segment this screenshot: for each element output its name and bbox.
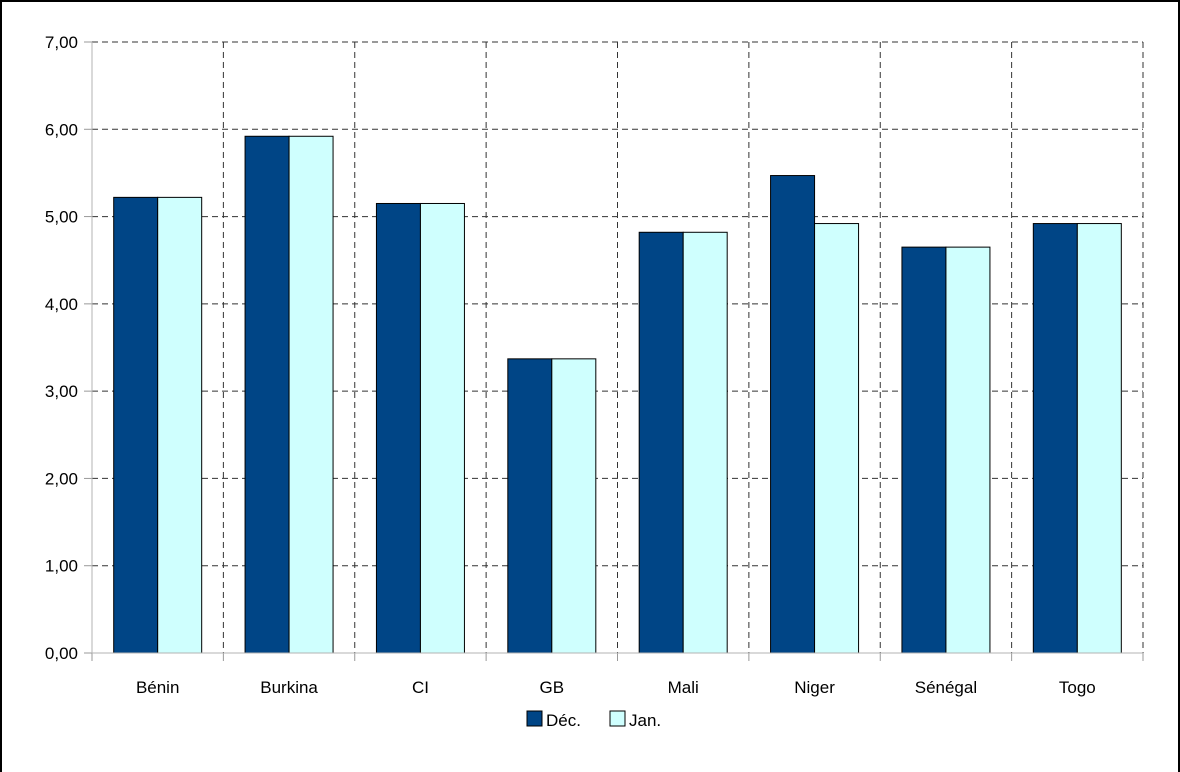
x-tick-label: GB (540, 678, 565, 697)
legend-label: Déc. (546, 711, 581, 730)
bar-jan (551, 358, 597, 654)
bar-dec (770, 175, 816, 654)
bar-dec (507, 358, 553, 654)
axis-layer: 0,00 1,00 2,00 3,00 4,00 5,00 6,00 7,00 Bénin Bur… (45, 33, 1144, 697)
legend-swatch (609, 710, 626, 727)
legend-swatch (526, 710, 543, 727)
bar-dec (113, 196, 159, 654)
chart-legend: Déc. Jan. (526, 710, 661, 730)
x-tick-label: Niger (794, 678, 835, 697)
y-tick-label: 6,00 (45, 120, 78, 139)
y-tick-label: 1,00 (45, 557, 78, 576)
y-tick-label: 7,00 (45, 33, 78, 52)
bars-layer (113, 135, 1122, 654)
bar-jan (288, 135, 334, 654)
x-tick-label: Burkina (260, 678, 318, 697)
bar-jan (945, 246, 991, 654)
x-tick-label: Togo (1059, 678, 1096, 697)
bar-jan (682, 231, 728, 654)
bar-jan (814, 223, 860, 654)
y-tick-label: 5,00 (45, 208, 78, 227)
x-tick-label: CI (412, 678, 429, 697)
bar-dec (638, 231, 684, 654)
y-tick-label: 0,00 (45, 644, 78, 663)
y-tick-label: 4,00 (45, 295, 78, 314)
y-tick-label: 3,00 (45, 382, 78, 401)
bar-jan (1076, 223, 1122, 654)
legend-label: Jan. (629, 711, 661, 730)
y-tick-label: 2,00 (45, 469, 78, 488)
bar-dec (1032, 223, 1078, 654)
bar-jan (157, 196, 203, 654)
bar-dec (901, 246, 947, 654)
bar-jan (419, 202, 465, 654)
bar-dec (244, 135, 290, 654)
x-tick-label: Sénégal (915, 678, 977, 697)
bar-dec (375, 202, 421, 654)
x-tick-label: Bénin (136, 678, 179, 697)
x-tick-label: Mali (668, 678, 699, 697)
